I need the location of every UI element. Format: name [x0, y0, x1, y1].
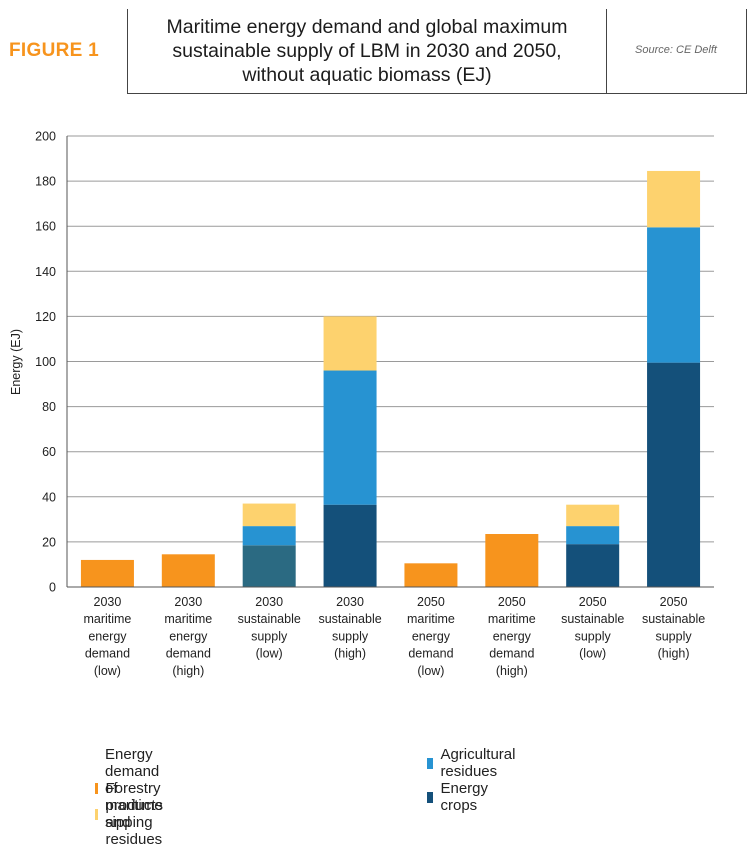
bar-segment-demand: [404, 563, 458, 587]
y-tick-labels: 0 20 40 60 80 100 120 140 160 180 200: [35, 130, 56, 595]
bars: [80, 170, 701, 587]
source-note: Source: CE Delft: [635, 44, 717, 56]
bar-segment-forestry: [647, 170, 701, 228]
figure-label: FIGURE 1: [9, 40, 100, 61]
category-labels: 2030 maritime energy demand (low) 2030 maritim…: [83, 595, 705, 678]
header-divider-bottom: [127, 93, 747, 94]
category-label: 2030 maritime energy demand (high): [164, 595, 212, 678]
y-tick-label: 200: [35, 130, 56, 144]
bar-segment-energy_crops: [242, 545, 296, 587]
y-tick-label: 40: [42, 490, 56, 504]
bar-segment-agricultural: [323, 370, 377, 505]
bar-segment-energy_crops: [566, 544, 620, 587]
legend-label: Agricultural residues: [440, 746, 516, 780]
bar-segment-agricultural: [242, 526, 296, 546]
bar-segment-forestry: [323, 316, 377, 371]
legend-label: Energy crops: [440, 780, 489, 814]
legend-swatch: [427, 757, 434, 769]
chart-title: Maritime energy demand and global maximu…: [166, 16, 568, 86]
bar-segment-demand: [161, 554, 215, 587]
y-tick-label: 100: [35, 355, 56, 369]
y-tick-label: 20: [42, 535, 56, 549]
legend-swatch: [95, 783, 99, 794]
y-tick-label: 60: [42, 445, 56, 459]
legend-item-agricultural: Agricultural residues: [427, 746, 520, 780]
y-tick-label: 80: [42, 400, 56, 414]
category-label: 2030 maritime energy demand (low): [83, 595, 131, 678]
y-tick-label: 160: [35, 220, 56, 234]
axes: [66, 136, 714, 588]
category-label: 2050 sustainable supply (high): [642, 595, 705, 661]
figure-header: FIGURE 1 Maritime energy demand and glob…: [0, 0, 747, 94]
y-axis-label: Energy (EJ): [9, 329, 23, 395]
category-label: 2050 sustainable supply (low): [561, 595, 624, 661]
y-tick-label: 120: [35, 310, 56, 324]
y-tick-label: 180: [35, 175, 56, 189]
category-label: 2030 sustainable supply (low): [238, 595, 301, 661]
bar-segment-forestry: [242, 503, 296, 527]
legend-item-energy_crops: Energy crops: [427, 780, 493, 814]
bar-segment-energy_crops: [647, 362, 701, 587]
legend-label: Forestry products and residues: [105, 780, 164, 848]
category-label: 2050 maritime energy demand (low): [407, 595, 455, 678]
bar-chart: 0 20 40 60 80 100 120 140 160 180 200 2030 maritime…: [9, 130, 714, 678]
bar-segment-energy_crops: [323, 504, 377, 587]
legend-swatch: [95, 808, 99, 820]
title-box: Maritime energy demand and global maximu…: [127, 9, 607, 94]
legend-swatch: [427, 791, 434, 803]
bar-segment-demand: [80, 559, 134, 587]
y-tick-label: 0: [49, 581, 56, 595]
category-label: 2050 maritime energy demand (high): [488, 595, 536, 678]
legend-item-forestry: Forestry products and residues: [95, 780, 171, 848]
y-tick-label: 140: [35, 265, 56, 279]
bar-segment-demand: [485, 534, 539, 587]
bar-segment-forestry: [566, 504, 620, 527]
grid-lines: [67, 135, 714, 588]
category-label: 2030 sustainable supply (high): [318, 595, 381, 661]
bar-segment-agricultural: [566, 526, 620, 545]
bar-segment-agricultural: [647, 227, 701, 363]
